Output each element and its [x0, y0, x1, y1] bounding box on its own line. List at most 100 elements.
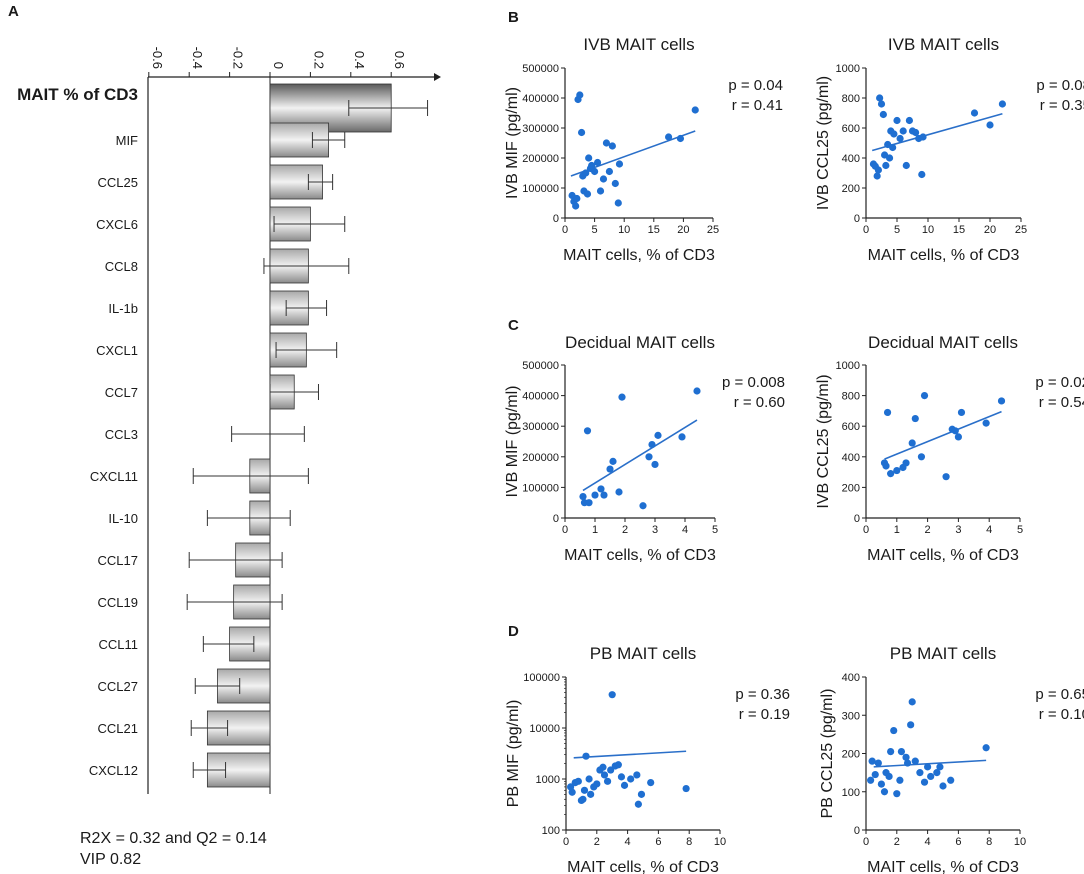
x-tick-label: 20	[677, 224, 689, 236]
data-point	[627, 775, 635, 783]
p-value: p = 0.65	[1035, 686, 1084, 703]
x-tick-label: 0	[563, 836, 569, 848]
y-tick-label: 600	[842, 123, 860, 135]
data-point	[605, 167, 614, 176]
panel-letter-a: A	[8, 3, 19, 20]
y-tick-label: 100	[842, 787, 860, 799]
x-tick-label: 6	[955, 836, 961, 848]
data-point	[593, 780, 601, 788]
category-label: IL-10	[108, 511, 138, 526]
data-point	[596, 187, 605, 195]
y-tick-label: 100000	[522, 183, 559, 195]
data-point	[882, 462, 890, 470]
data-point	[902, 161, 910, 170]
data-point	[587, 790, 595, 798]
panel-a-stats-line2: VIP 0.82	[80, 851, 141, 868]
y-tick-label: 1000	[836, 360, 860, 372]
panel-letter-d: D	[508, 623, 519, 640]
y-axis-label: IVB CCL25 (pg/ml)	[815, 374, 832, 508]
r-value: r = 0.54	[1039, 394, 1084, 411]
data-point	[942, 473, 950, 481]
x-tick-label: 2	[894, 836, 900, 848]
data-point	[608, 142, 616, 150]
regression-line	[873, 759, 987, 768]
data-point	[645, 453, 653, 461]
data-point	[573, 194, 581, 203]
data-point	[693, 387, 701, 395]
scatter-plot-b1: IVB MAIT cells 0 5 10 15 20 25 0 100000 200000 300…	[504, 35, 783, 264]
category-label: CCL7	[105, 385, 138, 400]
x-tick-label: 6	[655, 836, 661, 848]
category-label: CCL27	[98, 679, 138, 694]
data-point	[936, 763, 944, 771]
y-tick-label: 1000	[536, 774, 560, 786]
data-point	[897, 747, 906, 756]
y-axis-label: IVB MIF (pg/ml)	[504, 385, 521, 497]
x-tick-label: -0.4	[190, 47, 205, 69]
plot-title: Decidual MAIT cells	[565, 333, 715, 352]
axis-arrow	[434, 73, 441, 81]
data-point	[920, 778, 929, 786]
data-point	[887, 747, 895, 756]
data-point	[882, 161, 890, 170]
category-label: CCL17	[98, 553, 138, 568]
data-point	[874, 759, 882, 767]
y-tick-label: 500000	[522, 63, 559, 75]
x-tick-label: 10	[714, 836, 726, 848]
p-value: p = 0.36	[735, 686, 790, 703]
data-point	[665, 133, 673, 141]
y-tick-label: 800	[842, 391, 860, 403]
data-point	[591, 491, 599, 499]
data-point	[682, 784, 690, 793]
data-point	[954, 433, 963, 441]
category-label-header: MAIT % of CD3	[17, 85, 138, 104]
y-tick-label: 400	[842, 153, 860, 165]
category-label: IL-1b	[108, 301, 138, 316]
data-point	[603, 777, 612, 785]
data-point	[911, 757, 919, 765]
data-point	[919, 133, 927, 141]
x-tick-label: 5	[592, 224, 598, 236]
y-axis-label: IVB CCL25 (pg/ml)	[815, 76, 832, 210]
data-point	[599, 763, 607, 771]
data-point	[606, 465, 614, 473]
data-point	[933, 769, 941, 777]
data-point	[678, 433, 686, 441]
x-tick-label: 0.4	[352, 51, 367, 69]
data-point	[986, 121, 994, 129]
data-point	[582, 752, 590, 760]
x-tick-label: 10	[922, 224, 934, 236]
y-tick-label: 100000	[523, 672, 560, 684]
r-value: r = 0.60	[734, 394, 785, 411]
data-point	[572, 202, 580, 210]
scatter-plot-b2: IVB MAIT cells 0 5 10 15 20 25 0 200 400 600 800 100…	[815, 35, 1084, 264]
data-point	[585, 154, 593, 162]
r-value: r = 0.41	[732, 97, 783, 114]
data-point	[927, 772, 935, 781]
y-tick-label: 600	[842, 421, 860, 433]
y-tick-label: 0	[854, 513, 860, 525]
data-point	[899, 127, 907, 135]
data-point	[614, 761, 622, 769]
data-point	[982, 744, 990, 752]
data-point	[924, 763, 932, 771]
scatter-plot-c2: Decidual MAIT cells 0 1 2 3 4 5 0 200 400 600 800 10…	[815, 333, 1084, 564]
regression-line	[884, 410, 1002, 460]
x-tick-label: 10	[618, 224, 630, 236]
data-point	[593, 158, 602, 167]
x-tick-label: 25	[707, 224, 719, 236]
data-point	[998, 100, 1007, 108]
y-axis-label: IVB MIF (pg/ml)	[504, 87, 521, 199]
data-point	[576, 91, 584, 99]
x-tick-label: 5	[1017, 524, 1023, 536]
data-point	[893, 116, 901, 125]
x-tick-label: 8	[686, 836, 692, 848]
p-value: p = 0.04	[728, 77, 783, 94]
data-point	[620, 781, 629, 789]
data-point	[911, 414, 919, 423]
y-tick-label: 200000	[522, 153, 559, 165]
data-point	[908, 439, 916, 447]
data-point	[997, 397, 1006, 405]
